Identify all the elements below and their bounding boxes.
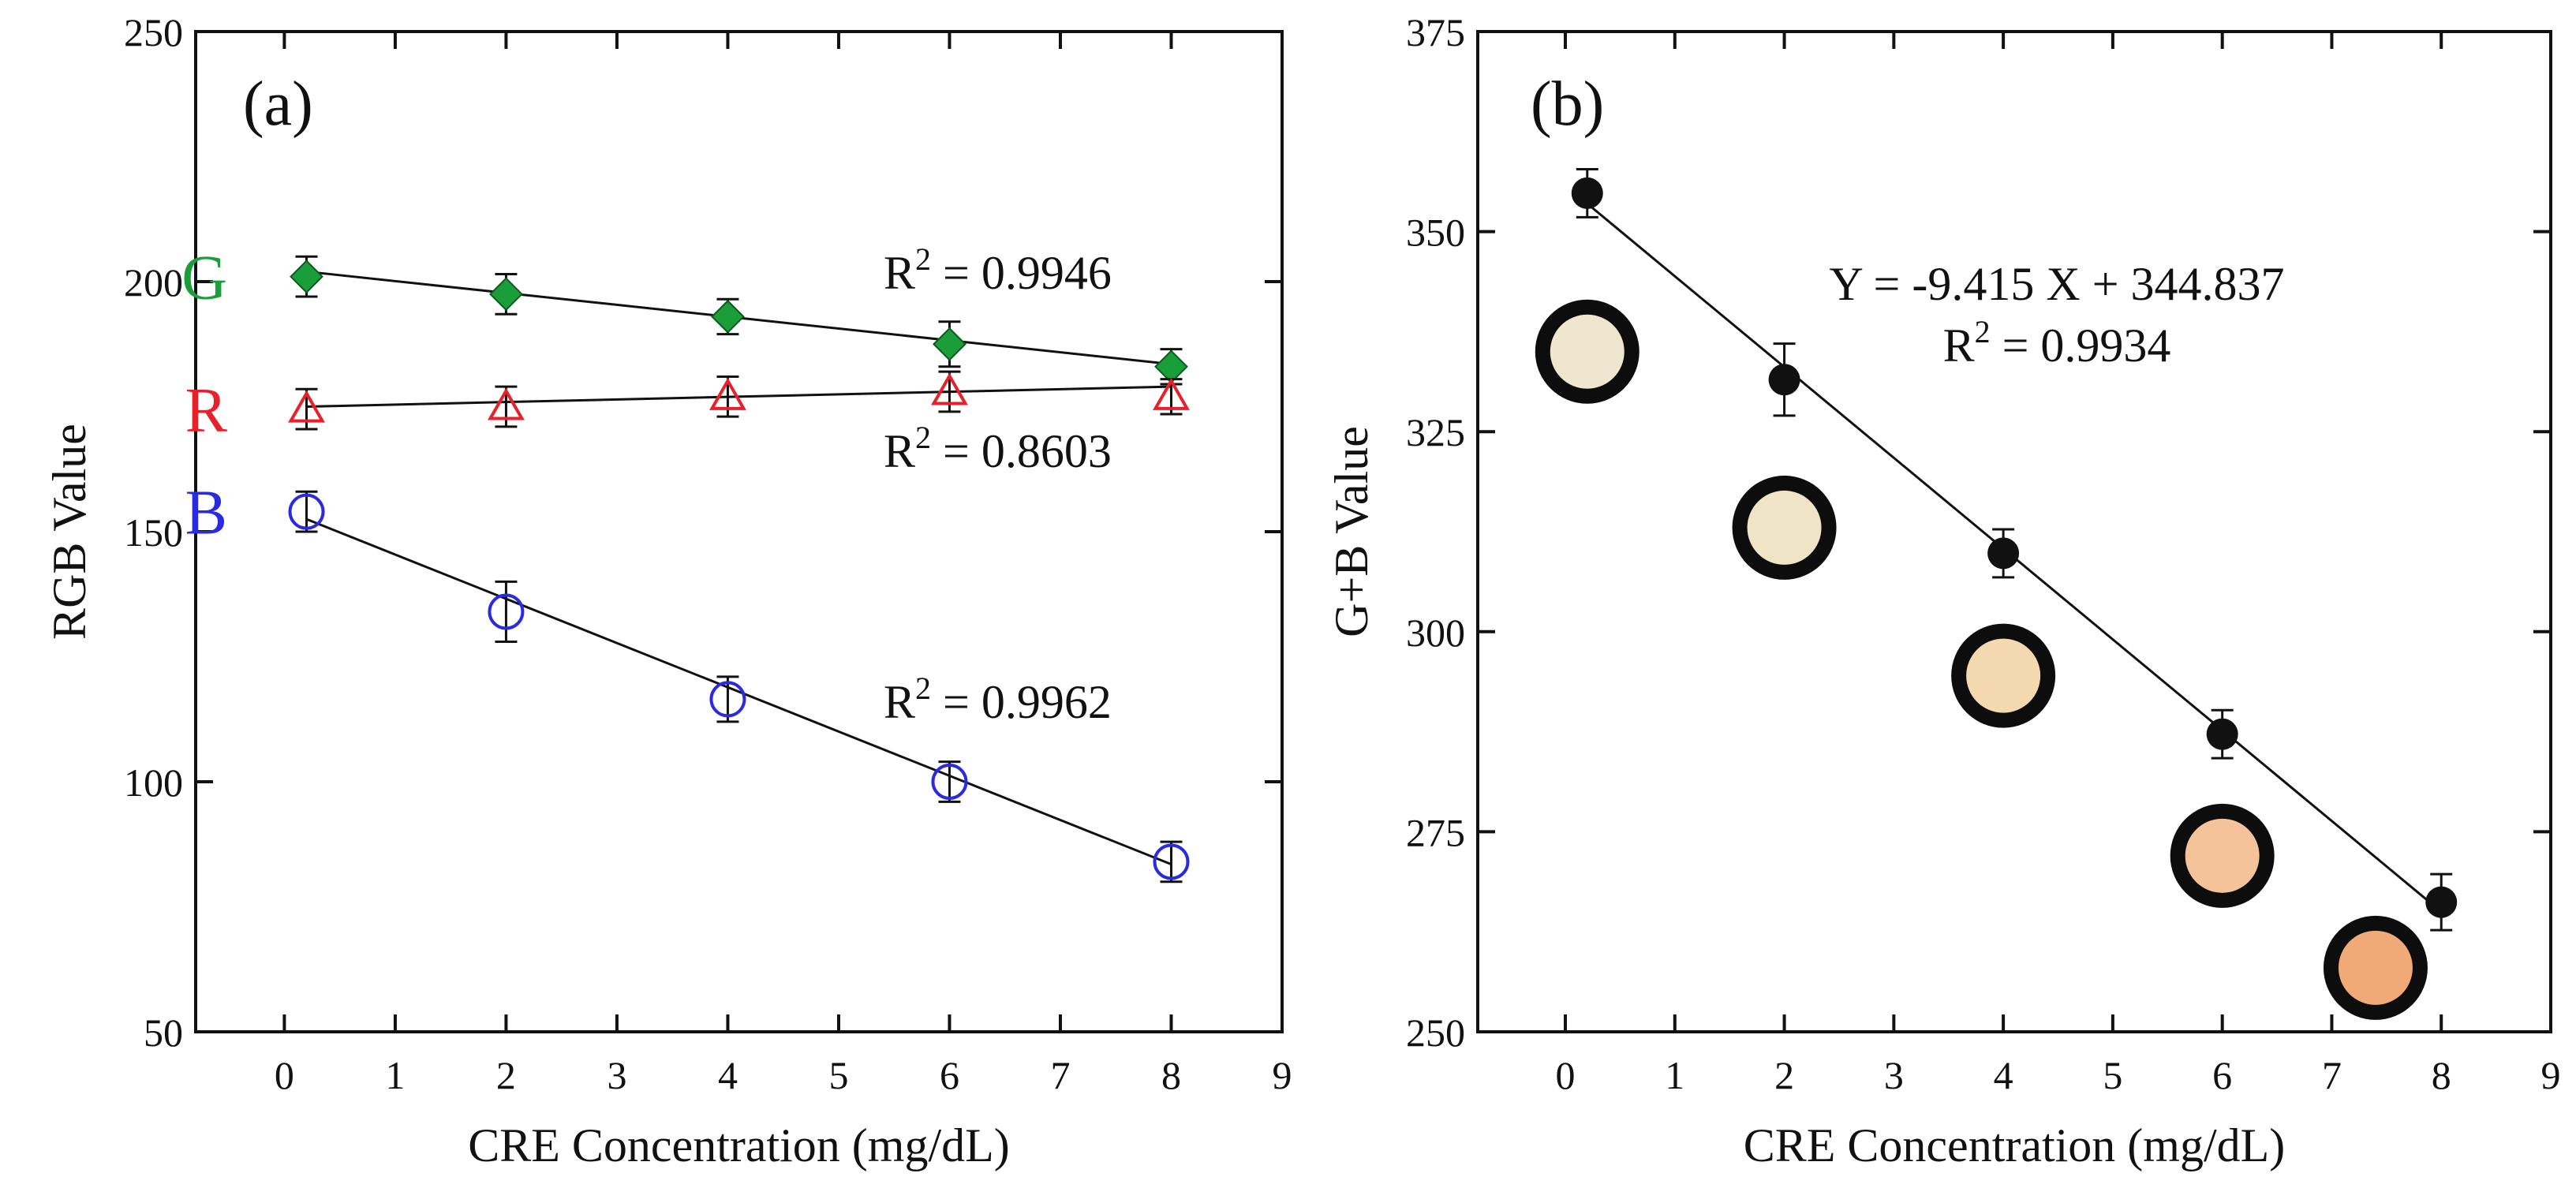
panel-b-y-tick-label: 275 [1406,810,1465,854]
panel-a-series-g-point-1 [290,260,323,294]
sample-spot-3 [1966,638,2041,713]
panel-b-r2-annotation: R2 = 0.9934 [1943,314,2171,372]
panel-b-y-tick-label: 300 [1406,611,1465,655]
panel-a-series-r-point-2 [487,387,525,420]
panel-a-x-tick-label: 1 [385,1053,405,1097]
panel-b-y-axis-title: G+B Value [1325,426,1378,637]
panel-b-x-tick-label: 1 [1665,1053,1684,1097]
panel-a-series-b-point-5 [1153,843,1190,880]
panel-b-x-tick-label: 3 [1884,1053,1904,1097]
panel-a-chart: 0 1 2 3 4 5 6 7 8 9 50 100 150 200 250 CRE Concentratio… [43,10,1292,1171]
panel-a-y-tick-label: 50 [144,1011,183,1055]
panel-b-series-1-point-1 [1571,177,1603,209]
panel-a-series-b-point-4 [931,764,968,800]
panel-a-x-tick-label: 0 [275,1053,294,1097]
panel-b-series-1-point-4 [2206,718,2238,750]
panel-a-series-r-point-4 [931,372,968,405]
panel-a-x-tick-label: 9 [1273,1053,1292,1097]
panel-a-x-tick-label: 2 [496,1053,516,1097]
panel-a-plot-frame [194,30,1284,1033]
panel-a-series-b-letter: B [185,479,227,548]
panel-a-x-axis-title: CRE Concentration (mg/dL) [468,1119,1010,1171]
panel-a-y-axis-title: RGB Value [43,424,95,640]
panel-a-label: (a) [243,69,313,139]
panel-a-series-g-point-2 [489,277,523,312]
panel-b-equation: Y = -9.415 X + 344.837 [1829,258,2284,310]
panel-b-series-1-point-3 [1987,537,2020,570]
panel-a-y-tick-label: 150 [124,510,183,555]
panel-b-series-1-point-5 [2425,886,2458,918]
panel-a-series-b-point-2 [488,593,525,630]
panel-b-x-tick-label: 6 [2212,1053,2232,1097]
panel-b-x-tick-label: 2 [1774,1053,1794,1097]
panel-b-label: (b) [1531,69,1604,139]
panel-a-series-g-point-3 [711,299,745,334]
panel-a-x-tick-label: 7 [1050,1053,1070,1097]
panel-a-series-g-point-5 [1154,349,1188,384]
panel-a-x-tick-label: 3 [607,1053,626,1097]
panel-a-y-tick-label: 200 [124,260,183,304]
panel-b-series-1-point-2 [1768,364,1800,396]
panel-a-series-b-fit-line [305,517,1172,866]
panel-b-chart: 0 1 2 3 4 5 6 7 8 9 250 275 300 325 350 375 CRE Concentr… [1325,10,2561,1171]
panel-a-x-tick-label: 8 [1161,1053,1181,1097]
panel-a-series-r-fit-line [306,385,1172,408]
panel-a-x-tick-label: 6 [940,1053,959,1097]
panel-a-series-r-point-1 [288,390,325,423]
panel-a-x-tick-label: 4 [718,1053,738,1097]
panel-a-series-g-point-4 [933,327,966,361]
panel-b-x-tick-label: 9 [2541,1053,2561,1097]
panel-b-y-tick-label: 375 [1406,10,1465,54]
panel-a-y-tick-label: 100 [124,760,183,805]
sample-spot-4 [2185,818,2260,893]
panel-b-plot-frame [1476,30,2552,1033]
panel-b-y-tick-label: 250 [1406,1011,1465,1055]
sample-spot-1 [1550,314,1624,389]
panel-a-series-b-point-3 [709,681,746,718]
sample-spot-2 [1747,490,1822,565]
panel-b-x-tick-label: 5 [2103,1053,2122,1097]
panel-a-series-b-r2-annotation: R2 = 0.9962 [884,671,1112,728]
panel-b-x-tick-label: 8 [2432,1053,2451,1097]
panel-a-series-b-point-1 [288,493,325,530]
panel-a-series-r-point-5 [1153,377,1190,410]
panel-b-y-tick-label: 350 [1406,211,1465,255]
panel-b-x-axis-title: CRE Concentration (mg/dL) [1744,1119,2286,1171]
panel-b-y-tick-label: 325 [1406,410,1465,454]
panel-a-series-r-r2-annotation: R2 = 0.8603 [884,420,1112,477]
sample-spot-5 [2338,930,2413,1005]
panel-b-x-tick-label: 4 [1994,1053,2013,1097]
panel-a-y-tick-label: 250 [124,10,183,54]
panel-a-series-g-r2-annotation: R2 = 0.9946 [884,241,1112,299]
panel-a-series-g-letter: G [181,244,227,313]
panel-a-x-tick-label: 5 [828,1053,848,1097]
panel-a-series-r-letter: R [185,376,228,446]
panel-b-x-tick-label: 7 [2322,1053,2342,1097]
panel-b-x-tick-label: 0 [1556,1053,1576,1097]
panel-a-series-r-point-3 [709,377,746,410]
